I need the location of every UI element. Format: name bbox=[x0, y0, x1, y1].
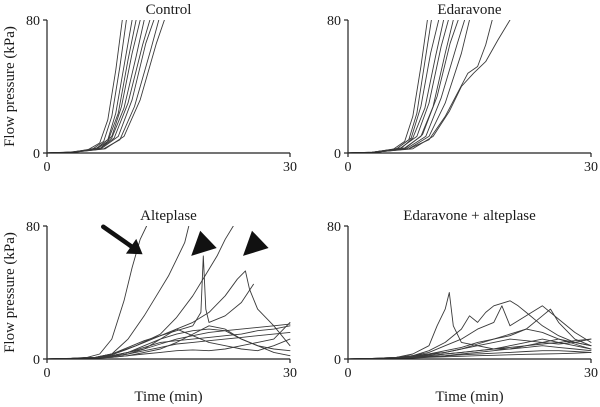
chart-4-y-tick-label-2: 80 bbox=[327, 220, 341, 235]
chart-4-y-tick-label-1: 0 bbox=[334, 353, 341, 368]
chart-3-x-tick-label-1: 0 bbox=[44, 366, 51, 381]
chart-2-y-tick-label-1: 0 bbox=[334, 147, 341, 162]
chart-4-trace-10 bbox=[348, 351, 592, 359]
chart-1-x-tick-label-1: 0 bbox=[44, 160, 51, 175]
chart-4-trace-11 bbox=[348, 328, 592, 359]
chart-3: 0 30 0 80 Alteplase Flow pressure (kPa) Time (… bbox=[2, 208, 297, 405]
chart-1-x-tick-label-2: 30 bbox=[283, 160, 297, 175]
chart-1: 0 30 0 80 Control Flow pressure (kPa) bbox=[2, 2, 297, 175]
chart-3-arrowhead-marker-2 bbox=[243, 230, 269, 256]
chart-3-trace-4 bbox=[47, 270, 291, 359]
chart-4-title: Edaravone + alteplase bbox=[403, 208, 536, 224]
chart-4: 0 30 0 80 Edaravone + alteplase Time (min) bbox=[327, 208, 598, 405]
chart-3-x-tick-label-2: 30 bbox=[283, 366, 297, 381]
chart-4-x-tick-label-2: 30 bbox=[584, 366, 598, 381]
chart-4-x-tick-label-1: 0 bbox=[345, 366, 352, 381]
chart-3-arrow-marker bbox=[101, 224, 143, 255]
chart-3-traces bbox=[47, 226, 291, 359]
chart-1-title: Control bbox=[146, 2, 192, 18]
chart-4-x-axis-label: Time (min) bbox=[435, 389, 503, 405]
chart-1-y-axis-label: Flow pressure (kPa) bbox=[2, 26, 18, 147]
chart-4-traces bbox=[348, 292, 592, 359]
chart-1-y-tick-label-1: 0 bbox=[33, 147, 40, 162]
chart-2-x-tick-label-2: 30 bbox=[584, 160, 598, 175]
chart-2-trace-11 bbox=[348, 20, 511, 153]
chart-3-arrowhead-marker-1 bbox=[191, 230, 217, 256]
chart-3-trace-5 bbox=[47, 255, 254, 359]
chart-2-y-tick-label-2: 80 bbox=[327, 14, 341, 29]
chart-3-trace-12 bbox=[47, 325, 291, 359]
chart-3-x-axis-label: Time (min) bbox=[134, 389, 202, 405]
chart-2-x-tick-label-1: 0 bbox=[345, 160, 352, 175]
chart-3-y-tick-label-1: 0 bbox=[33, 353, 40, 368]
chart-2-title: Edaravone bbox=[437, 2, 501, 18]
chart-4-trace-1 bbox=[348, 292, 592, 359]
chart-3-y-axis-label: Flow pressure (kPa) bbox=[2, 232, 18, 353]
chart-3-title: Alteplase bbox=[140, 208, 197, 224]
chart-3-trace-8 bbox=[47, 325, 291, 359]
chart-3-y-tick-label-2: 80 bbox=[26, 220, 40, 235]
chart-1-y-tick-label-2: 80 bbox=[26, 14, 40, 29]
chart-2: 0 30 0 80 Edaravone bbox=[327, 2, 598, 175]
